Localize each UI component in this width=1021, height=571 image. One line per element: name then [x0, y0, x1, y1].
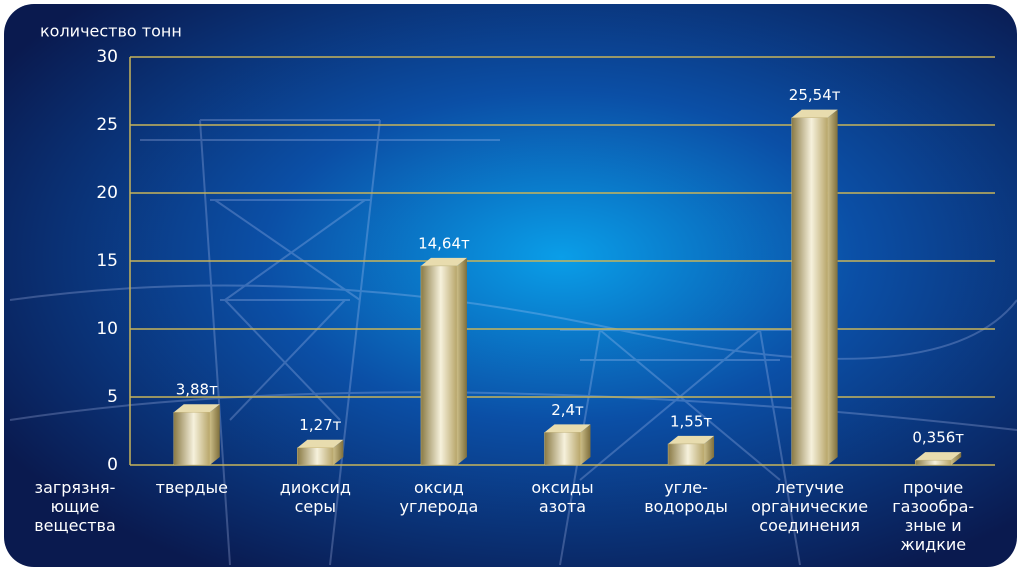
x-axis-label: загрязня- ющие вещества	[34, 478, 116, 535]
bar	[667, 443, 705, 466]
y-tick-label: 5	[107, 387, 118, 407]
value-label: 3,88т	[176, 381, 218, 399]
bar-3d	[914, 452, 962, 466]
y-tick-label: 20	[96, 183, 118, 203]
value-label: 2,4т	[551, 401, 584, 419]
x-tick-label: оксиды азота	[531, 478, 594, 516]
bar-3d	[791, 109, 838, 466]
y-axis-label: количество тонн	[40, 22, 182, 41]
bar	[173, 411, 211, 466]
value-label: 25,54т	[789, 86, 841, 104]
bar	[544, 432, 581, 466]
bar-top	[297, 439, 344, 448]
background	[4, 4, 1017, 567]
bar	[914, 459, 952, 466]
bar-3d	[297, 439, 344, 466]
bar-side	[951, 452, 962, 465]
x-tick-label: оксид углерода	[399, 478, 479, 516]
x-tick-label: диоксид серы	[279, 478, 351, 516]
bar-3d	[667, 435, 715, 466]
y-tick-label: 15	[96, 251, 118, 271]
bar-side	[333, 439, 344, 465]
y-tick-label: 0	[107, 455, 118, 475]
bar-top	[668, 435, 715, 444]
bar-top	[915, 452, 962, 461]
bar-top	[420, 257, 467, 266]
x-tick-label: угле- водороды	[644, 478, 728, 516]
y-tick-label: 10	[96, 319, 118, 339]
bar-3d	[420, 257, 467, 466]
value-label: 1,27т	[299, 416, 341, 434]
bar	[420, 265, 458, 466]
bar-3d	[544, 424, 591, 466]
bar	[791, 117, 828, 466]
value-label: 1,55т	[670, 412, 712, 430]
y-tick-label: 30	[96, 47, 118, 67]
bar-top	[791, 109, 838, 118]
value-label: 14,64т	[418, 234, 470, 252]
bar-side	[209, 404, 220, 465]
bar-top	[173, 404, 220, 413]
bar-top	[544, 424, 591, 433]
bar-side	[704, 435, 715, 465]
x-tick-label: летучие органические соединения	[751, 478, 869, 535]
x-tick-label: твердые	[155, 478, 228, 497]
x-tick-label: прочие газообра- зные и жидкие	[892, 478, 975, 554]
bar-side	[456, 257, 467, 465]
bar-3d	[173, 404, 220, 466]
bar-side	[827, 109, 838, 465]
bar	[297, 447, 334, 466]
y-tick-label: 25	[96, 115, 118, 135]
bar-side	[580, 424, 591, 465]
value-label: 0,356т	[912, 429, 964, 447]
